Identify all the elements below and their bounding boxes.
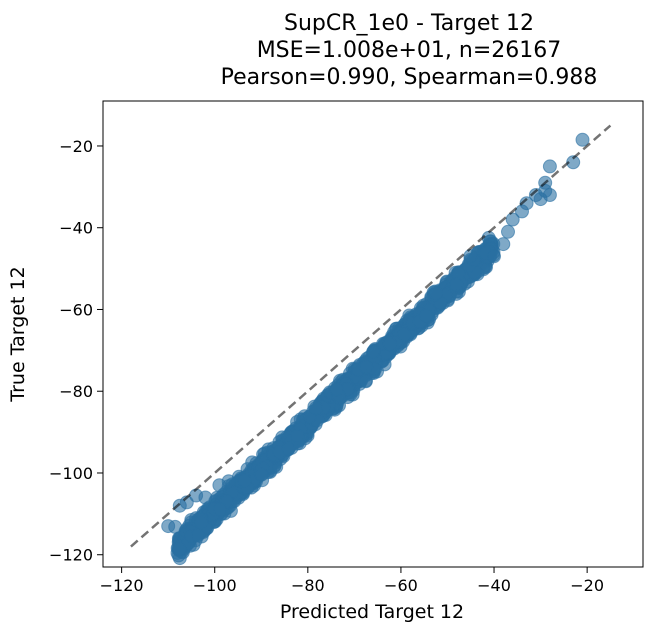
title-line-1: SupCR_1e0 - Target 12 <box>284 11 534 36</box>
data-point <box>309 401 323 416</box>
data-point <box>505 212 520 227</box>
data-point <box>449 277 464 292</box>
scatter-points <box>161 132 590 566</box>
data-point <box>359 360 374 375</box>
data-point <box>358 374 373 389</box>
x-axis-label: Predicted Target 12 <box>280 601 464 623</box>
y-tick-label: −20 <box>59 137 93 156</box>
x-tick-label: −40 <box>477 576 511 595</box>
data-point <box>575 132 590 147</box>
data-point <box>237 473 252 488</box>
data-point <box>501 224 515 239</box>
x-tick-label: −100 <box>193 576 237 595</box>
x-tick-label: −20 <box>570 576 604 595</box>
data-point <box>290 429 305 443</box>
data-point <box>221 474 236 489</box>
data-point <box>496 237 511 252</box>
x-tick-label: −60 <box>384 576 418 595</box>
data-point <box>542 159 557 174</box>
data-point <box>329 382 344 397</box>
x-tick-label: −80 <box>291 576 325 595</box>
y-tick-label: −120 <box>49 546 93 565</box>
data-point <box>397 327 412 342</box>
y-tick-label: −60 <box>59 300 93 319</box>
y-axis-ticks: −120 −100 −80 −60 −40 −20 <box>49 137 103 565</box>
y-tick-label: −100 <box>49 464 93 483</box>
data-point <box>487 249 501 264</box>
data-point <box>168 519 183 534</box>
data-point <box>191 528 205 543</box>
data-point <box>366 344 381 359</box>
identity-reference-line <box>130 124 612 548</box>
data-point <box>172 542 187 557</box>
data-point <box>254 467 269 482</box>
chart-title: SupCR_1e0 - Target 12 MSE=1.008e+01, n=2… <box>221 11 598 90</box>
data-point <box>542 188 557 202</box>
x-axis-ticks: −120 −100 −80 −60 −40 −20 <box>100 567 604 595</box>
plot-area-frame <box>102 100 644 568</box>
y-tick-label: −80 <box>59 382 93 401</box>
data-point <box>382 336 397 351</box>
data-point <box>194 515 209 530</box>
x-tick-label: −120 <box>100 576 144 595</box>
data-point <box>419 308 434 323</box>
data-point <box>213 502 228 517</box>
y-axis-label: True Target 12 <box>7 266 29 402</box>
data-point <box>281 441 296 456</box>
y-tick-label: −40 <box>59 219 93 238</box>
title-line-2: MSE=1.008e+01, n=26167 <box>257 38 562 63</box>
data-point <box>198 490 213 505</box>
title-line-3: Pearson=0.990, Spearman=0.988 <box>221 65 598 90</box>
data-point <box>463 249 478 264</box>
data-point <box>428 285 443 300</box>
